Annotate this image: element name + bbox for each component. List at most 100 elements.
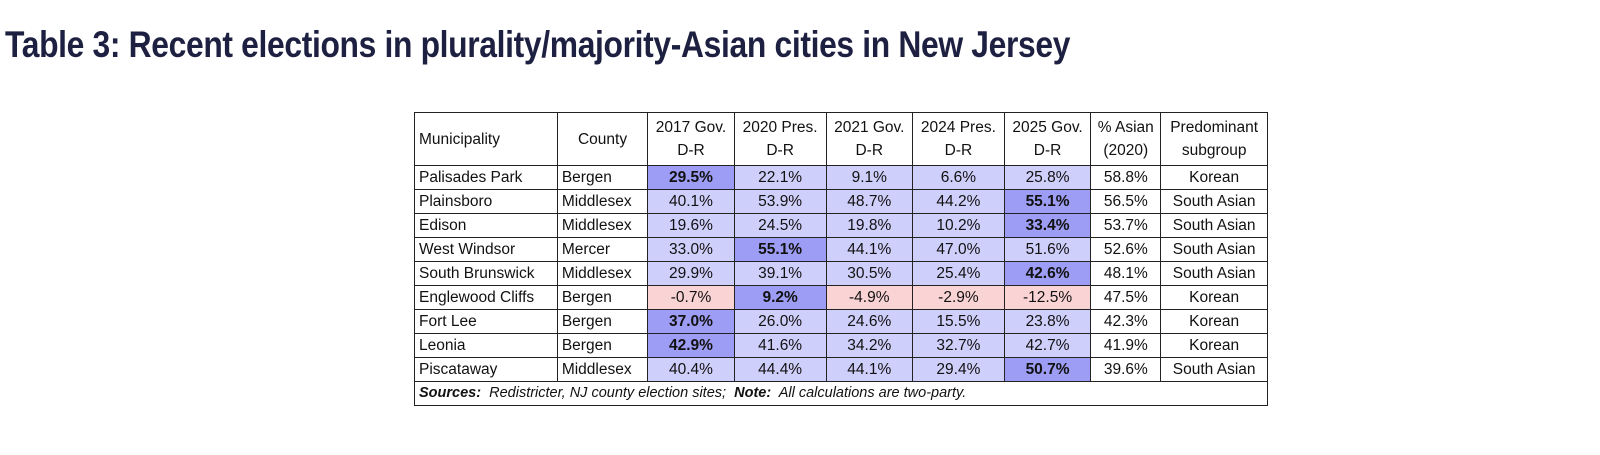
margin-cell: 19.8% (825, 213, 914, 238)
margin-cell: 24.5% (733, 213, 827, 238)
county-cell: Middlesex (556, 213, 649, 238)
asian-share-cell: 48.1% (1090, 261, 1162, 286)
margin-cell: 9.2% (733, 285, 827, 310)
municipality-cell: Palisades Park (414, 165, 558, 190)
column-header-line1: 2021 Gov. (834, 119, 905, 136)
margin-cell: 33.4% (1003, 213, 1092, 238)
column-header-line2: D-R (1033, 142, 1062, 159)
column-header-line2: D-R (944, 142, 973, 159)
table-footer: Sources: Redistricter, NJ county electio… (414, 381, 1268, 406)
margin-cell: 22.1% (733, 165, 827, 190)
margin-cell: 29.4% (912, 357, 1005, 382)
margin-cell: 40.4% (647, 357, 735, 382)
margin-cell: 37.0% (647, 309, 735, 334)
county-cell: Mercer (556, 237, 649, 262)
sources-note: Sources: Redistricter, NJ county electio… (414, 381, 1268, 406)
county-cell: Bergen (556, 165, 649, 190)
margin-cell: -12.5% (1003, 285, 1092, 310)
column-header: 2020 Pres. D-R (733, 112, 827, 166)
subgroup-cell: South Asian (1160, 261, 1268, 286)
margin-cell: 51.6% (1003, 237, 1092, 262)
column-header-line1: % Asian (1097, 119, 1154, 136)
margin-cell: 48.7% (825, 189, 914, 214)
margin-cell: -4.9% (825, 285, 914, 310)
county-cell: Middlesex (556, 189, 649, 214)
margin-cell: 19.6% (647, 213, 735, 238)
county-cell: Middlesex (556, 357, 649, 382)
margin-cell: 47.0% (912, 237, 1005, 262)
table-row: Piscataway Middlesex 40.4% 44.4% 44.1% 29.4% 5… (414, 357, 1268, 382)
table-row: West Windsor Mercer 33.0% 55.1% 44.1% 47.0% 51… (414, 237, 1268, 262)
county-cell: Middlesex (556, 261, 649, 286)
column-header-line1: 2024 Pres. (920, 119, 996, 136)
margin-cell: 42.7% (1003, 333, 1092, 358)
municipality-cell: South Brunswick (414, 261, 558, 286)
subgroup-cell: South Asian (1160, 213, 1268, 238)
table-body: Palisades Park Bergen 29.5% 22.1% 9.1% 6.6% 25… (414, 165, 1268, 382)
column-header-line1: Predominant (1170, 119, 1259, 136)
header-row: Municipality County 2017 Gov. D-R 2020 Pres.… (414, 112, 1268, 166)
column-header-line2: D-R (766, 142, 794, 159)
margin-cell: 44.1% (825, 237, 914, 262)
column-header-line2: D-R (855, 142, 884, 159)
asian-share-cell: 42.3% (1090, 309, 1162, 334)
margin-cell: 55.1% (1003, 189, 1092, 214)
subgroup-cell: Korean (1160, 309, 1268, 334)
asian-share-cell: 41.9% (1090, 333, 1162, 358)
margin-cell: 53.9% (733, 189, 827, 214)
margin-cell: 44.4% (733, 357, 827, 382)
column-header-line2: D-R (677, 142, 705, 159)
note-label: Note: (734, 385, 772, 401)
margin-cell: 23.8% (1003, 309, 1092, 334)
municipality-cell: Edison (414, 213, 558, 238)
margin-cell: 10.2% (912, 213, 1005, 238)
margin-cell: 44.1% (825, 357, 914, 382)
margin-cell: -0.7% (647, 285, 735, 310)
margin-cell: 40.1% (647, 189, 735, 214)
note-text: All calculations are two-party. (778, 385, 967, 401)
county-cell: Bergen (556, 309, 649, 334)
margin-cell: 25.8% (1003, 165, 1092, 190)
column-header-line1: 2020 Pres. (742, 119, 818, 136)
subgroup-cell: South Asian (1160, 189, 1268, 214)
asian-share-cell: 58.8% (1090, 165, 1162, 190)
municipality-cell: West Windsor (414, 237, 558, 262)
column-header: % Asian (2020) (1090, 112, 1162, 166)
margin-cell: 32.7% (912, 333, 1005, 358)
margin-cell: 26.0% (733, 309, 827, 334)
subgroup-cell: South Asian (1160, 237, 1268, 262)
margin-cell: 15.5% (912, 309, 1005, 334)
margin-cell: 9.1% (825, 165, 914, 190)
margin-cell: 42.6% (1003, 261, 1092, 286)
column-header: 2025 Gov. D-R (1003, 112, 1092, 166)
footer-row: Sources: Redistricter, NJ county electio… (414, 381, 1268, 406)
table-row: Palisades Park Bergen 29.5% 22.1% 9.1% 6.6% 25… (414, 165, 1268, 190)
subgroup-cell: Korean (1160, 333, 1268, 358)
municipality-cell: Englewood Cliffs (414, 285, 558, 310)
column-header: 2024 Pres. D-R (912, 112, 1005, 166)
county-cell: Bergen (556, 285, 649, 310)
margin-cell: 50.7% (1003, 357, 1092, 382)
municipality-cell: Leonia (414, 333, 558, 358)
subgroup-cell: Korean (1160, 285, 1268, 310)
sources-text: Redistricter, NJ county election sites; (489, 385, 727, 401)
table-row: Edison Middlesex 19.6% 24.5% 19.8% 10.2% 33.4%… (414, 213, 1268, 238)
table-row: Englewood Cliffs Bergen -0.7% 9.2% -4.9% -2.9… (414, 285, 1268, 310)
column-header-line2: subgroup (1181, 142, 1247, 159)
asian-share-cell: 47.5% (1090, 285, 1162, 310)
table-row: Fort Lee Bergen 37.0% 26.0% 24.6% 15.5% 23.8% 4… (414, 309, 1268, 334)
municipality-cell: Plainsboro (414, 189, 558, 214)
margin-cell: 25.4% (912, 261, 1005, 286)
column-header-line2: (2020) (1103, 142, 1149, 159)
margin-cell: 24.6% (825, 309, 914, 334)
elections-table: Municipality County 2017 Gov. D-R 2020 Pres.… (414, 112, 1268, 406)
table-row: Plainsboro Middlesex 40.1% 53.9% 48.7% 44.2% 5… (414, 189, 1268, 214)
column-header-line1: Municipality (419, 130, 500, 148)
table-row: Leonia Bergen 42.9% 41.6% 34.2% 32.7% 42.7% 41.… (414, 333, 1268, 358)
margin-cell: 6.6% (912, 165, 1005, 190)
asian-share-cell: 56.5% (1090, 189, 1162, 214)
column-header: County (556, 112, 649, 166)
subgroup-cell: South Asian (1160, 357, 1268, 382)
column-header: Municipality (414, 112, 558, 166)
asian-share-cell: 39.6% (1090, 357, 1162, 382)
